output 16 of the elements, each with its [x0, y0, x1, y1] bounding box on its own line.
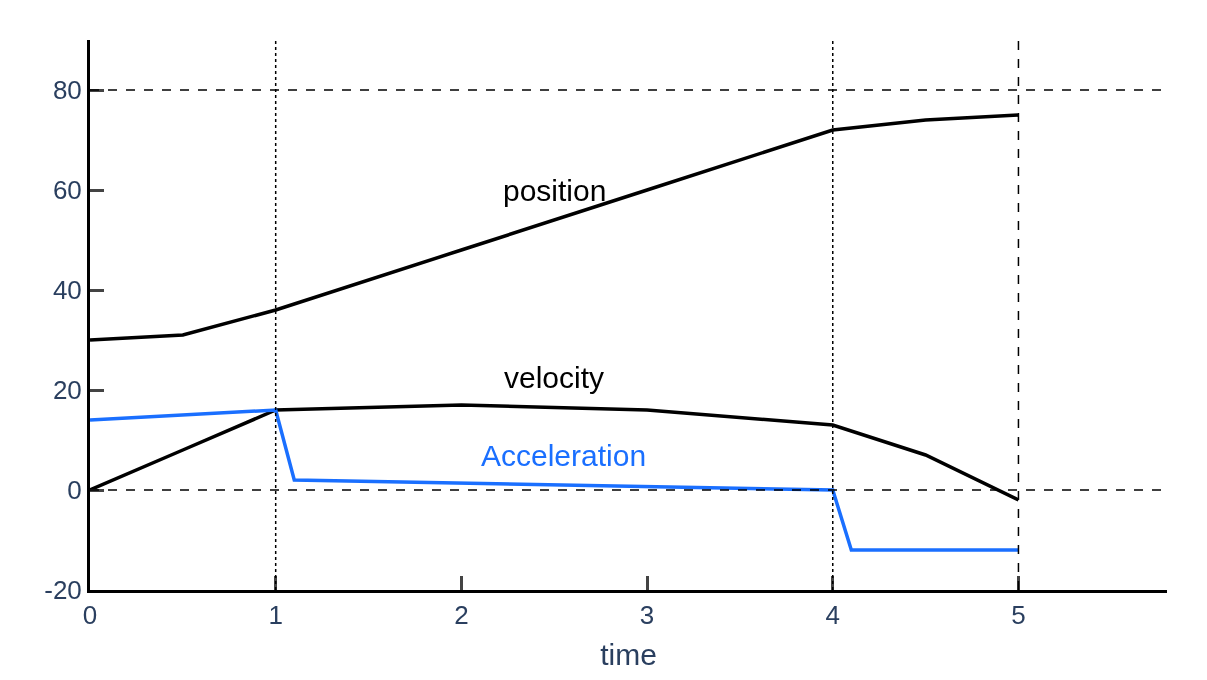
series-label: velocity — [504, 361, 605, 394]
y-tick-label: 0 — [67, 475, 82, 506]
line-series — [90, 408, 1021, 552]
x-tick-label: 1 — [268, 600, 283, 631]
x-axis-title: time — [600, 637, 657, 671]
y-tick-label: -20 — [44, 575, 82, 606]
series-label: Acceleration — [481, 439, 647, 472]
y-tick-label: 60 — [52, 175, 82, 206]
y-tick-label: 20 — [52, 375, 82, 406]
y-tick-label: 80 — [52, 75, 82, 106]
x-tick-label: 2 — [454, 600, 469, 631]
series-label: position — [503, 174, 607, 207]
x-tick-label: 5 — [1011, 600, 1026, 631]
x-tick-label: 4 — [825, 600, 840, 631]
x-tick-label: 3 — [639, 600, 655, 631]
y-tick-label: 40 — [52, 275, 82, 306]
